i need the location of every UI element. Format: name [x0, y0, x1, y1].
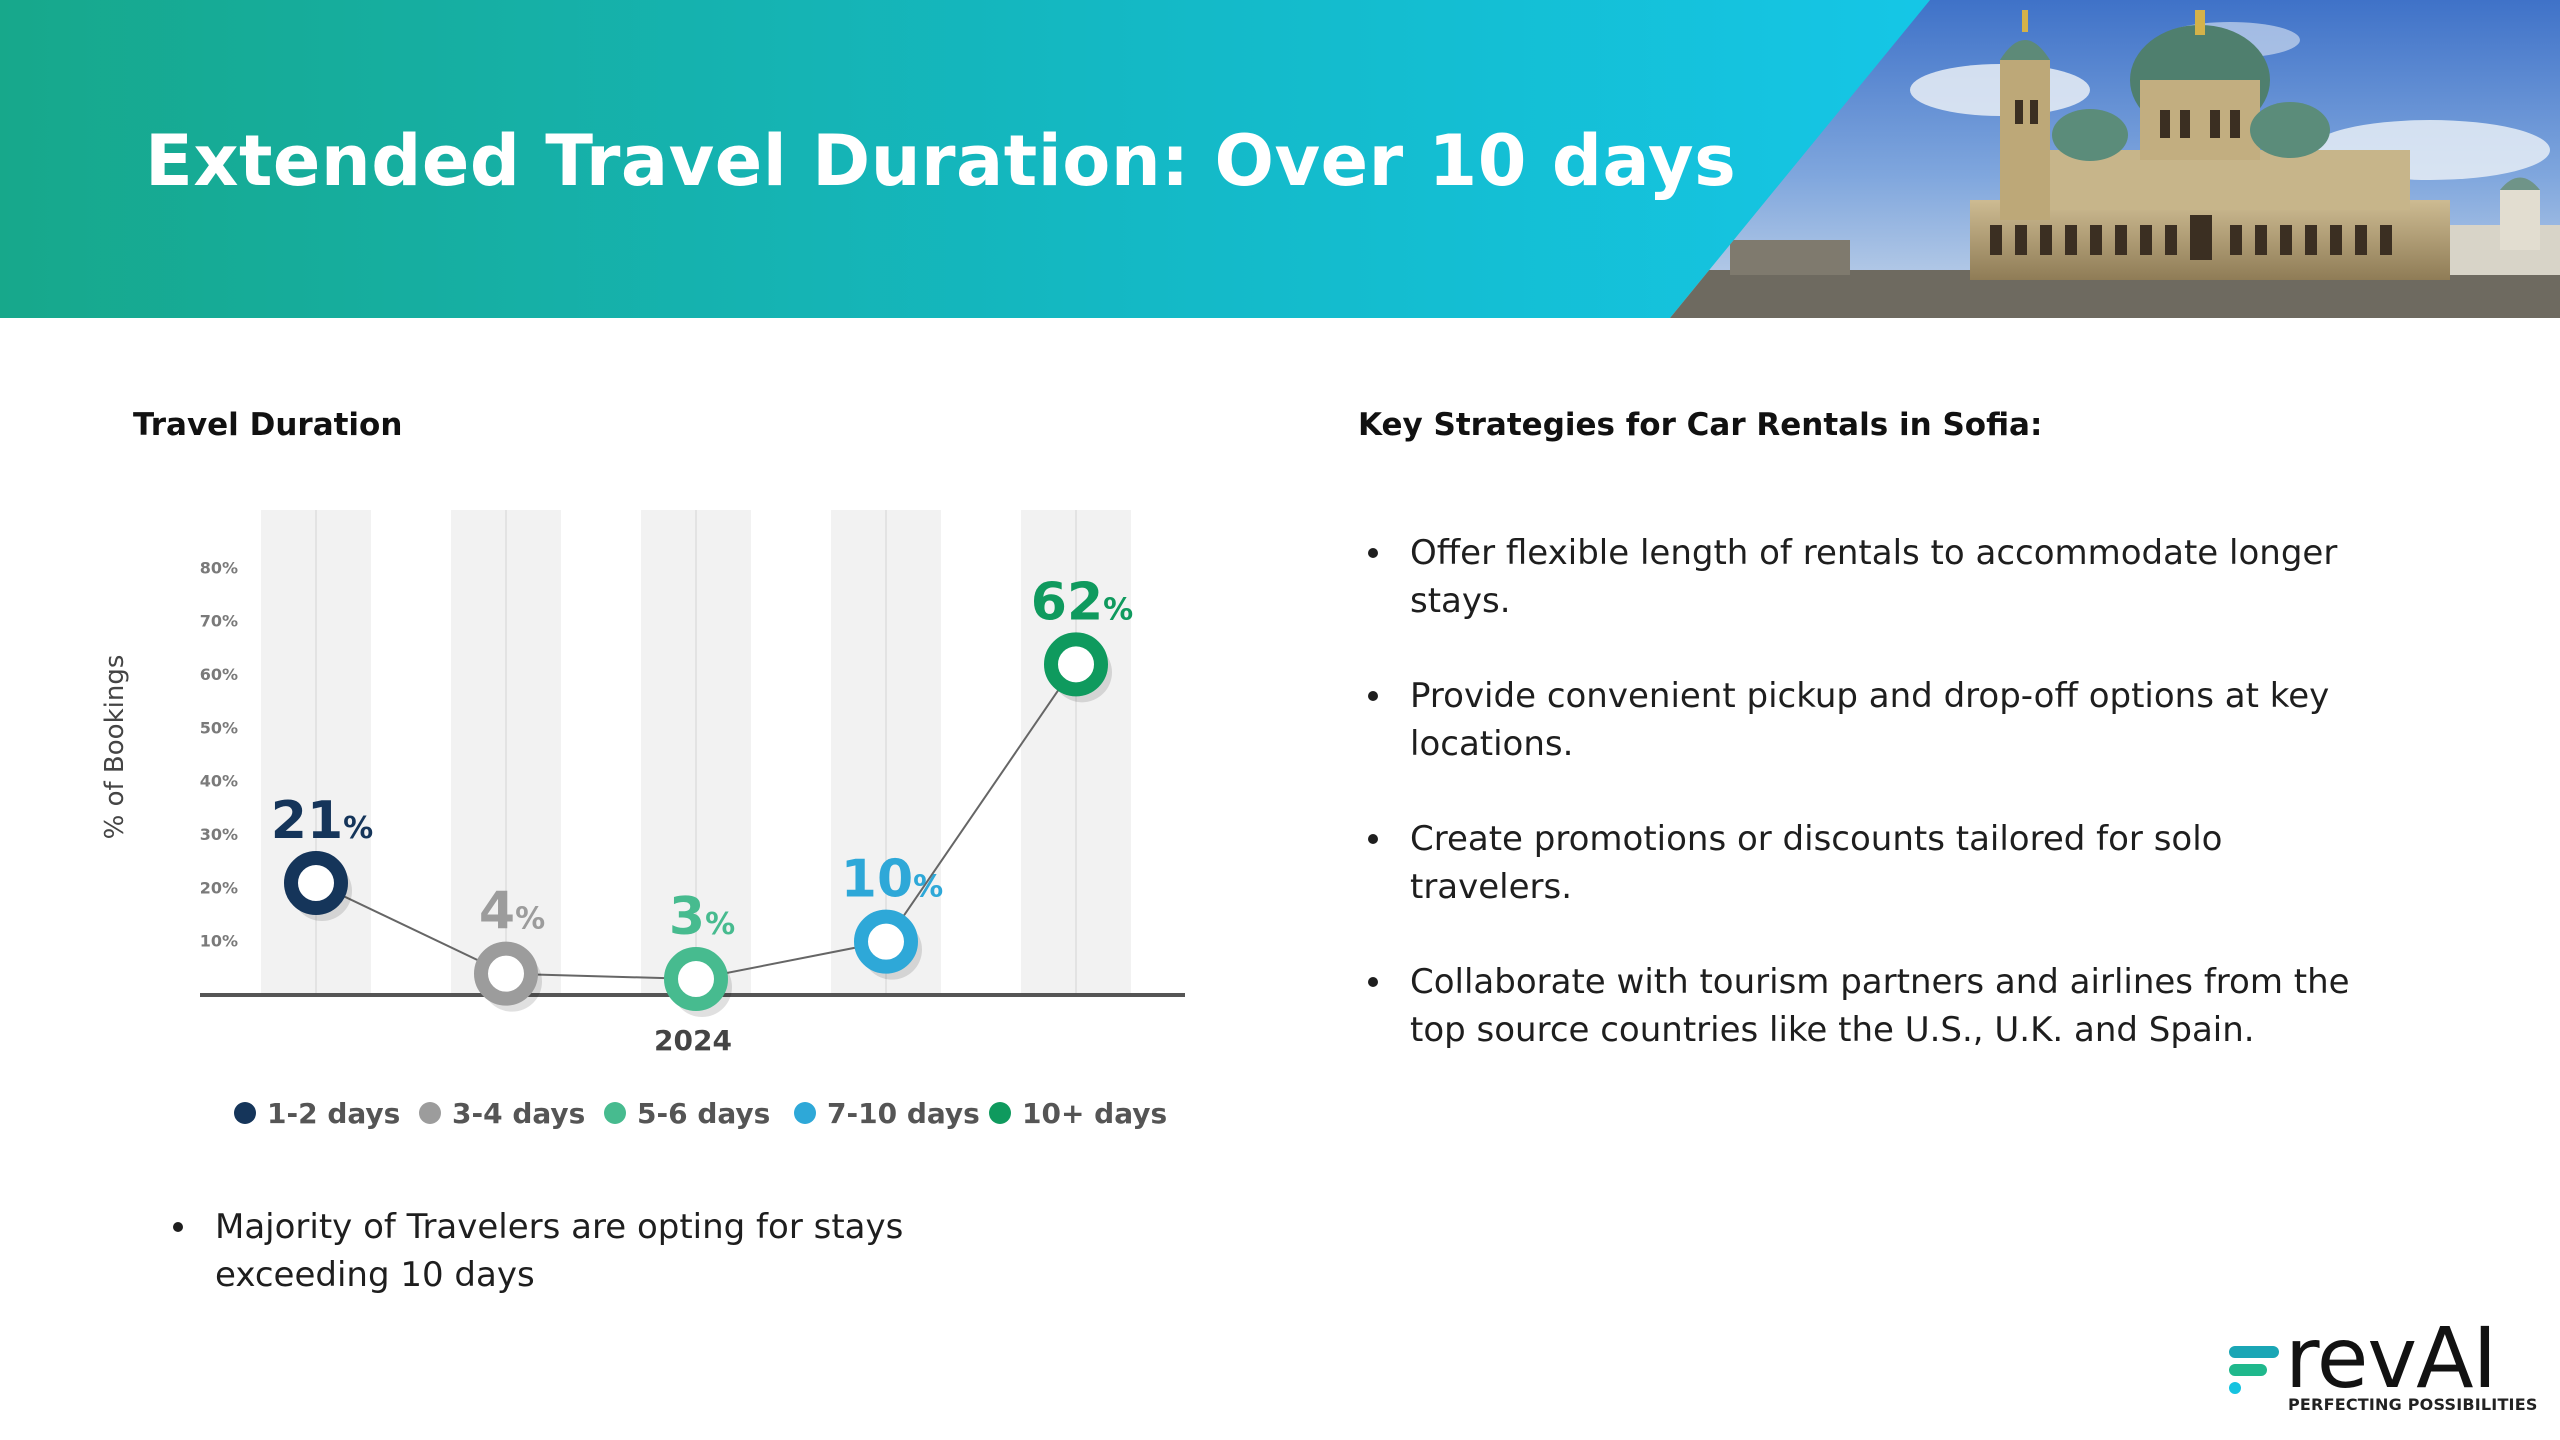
legend-swatch-3 [604, 1102, 626, 1124]
y-tick-label: 60% [200, 665, 238, 684]
y-tick-label: 20% [200, 878, 238, 897]
strategy-item-3: Create promotions or discounts tailored … [1360, 815, 2360, 911]
logo-mark-icon [2229, 1346, 2279, 1394]
data-label-3: 3% [669, 887, 735, 947]
legend-swatch-2 [419, 1102, 441, 1124]
data-point-4 [854, 909, 918, 974]
logo-tagline: PERFECTING POSSIBILITIES [2288, 1395, 2538, 1414]
strategy-item-2: Provide convenient pickup and drop-off o… [1360, 672, 2360, 768]
logo-wordmark: revAI [2285, 1309, 2497, 1407]
data-label-4: 10% [841, 850, 943, 910]
page-title: Extended Travel Duration: Over 10 days [145, 120, 1737, 202]
data-point-5 [1044, 632, 1108, 697]
strategy-item-1: Offer flexible length of rentals to acco… [1360, 529, 2360, 625]
y-tick-label: 40% [200, 772, 238, 791]
legend-swatch-1 [234, 1102, 256, 1124]
revai-logo: revAI PERFECTING POSSIBILITIES [2220, 1309, 2537, 1420]
strategy-item-4: Collaborate with tourism partners and ai… [1360, 958, 2360, 1054]
legend-label-3: 5-6 days [637, 1097, 770, 1130]
data-label-2: 4% [479, 882, 545, 942]
data-point-2 [474, 941, 538, 1006]
chart-insight-item: Majority of Travelers are opting for sta… [165, 1203, 1065, 1299]
strategies-section-title: Key Strategies for Car Rentals in Sofia: [1358, 407, 2043, 443]
y-tick-label: 30% [200, 825, 238, 844]
chart-svg: 10% 20% 30% 40% 50% 60% 70% 80% 2024 21% 4% 3% 10% 62… [200, 510, 1185, 1130]
y-tick-label: 70% [200, 612, 238, 631]
cathedral-photo [1670, 0, 2560, 318]
legend-label-2: 3-4 days [452, 1097, 585, 1130]
strategies-list: Offer flexible length of rentals to acco… [1360, 529, 2360, 1101]
chart-insights-list: Majority of Travelers are opting for sta… [165, 1203, 1065, 1299]
legend-swatch-4 [794, 1102, 816, 1124]
travel-duration-chart: 10% 20% 30% 40% 50% 60% 70% 80% 2024 21% 4% 3% 10% 62… [60, 480, 1260, 1160]
y-tick-label: 10% [200, 932, 238, 951]
chart-section-title: Travel Duration [133, 407, 403, 443]
legend-label-1: 1-2 days [267, 1097, 400, 1130]
legend-label-4: 7-10 days [827, 1097, 980, 1130]
y-tick-label: 50% [200, 718, 238, 737]
data-point-3 [664, 947, 728, 1011]
header-banner: Extended Travel Duration: Over 10 days [0, 0, 2560, 318]
x-axis-label: 2024 [654, 1024, 732, 1057]
legend-label-5: 10+ days [1022, 1097, 1167, 1130]
cathedral-illustration [1670, 0, 2560, 318]
data-label-5: 62% [1031, 572, 1133, 632]
data-point-1 [284, 851, 348, 915]
y-tick-label: 80% [200, 558, 238, 577]
legend-swatch-5 [989, 1102, 1011, 1124]
data-label-1: 21% [271, 791, 373, 851]
